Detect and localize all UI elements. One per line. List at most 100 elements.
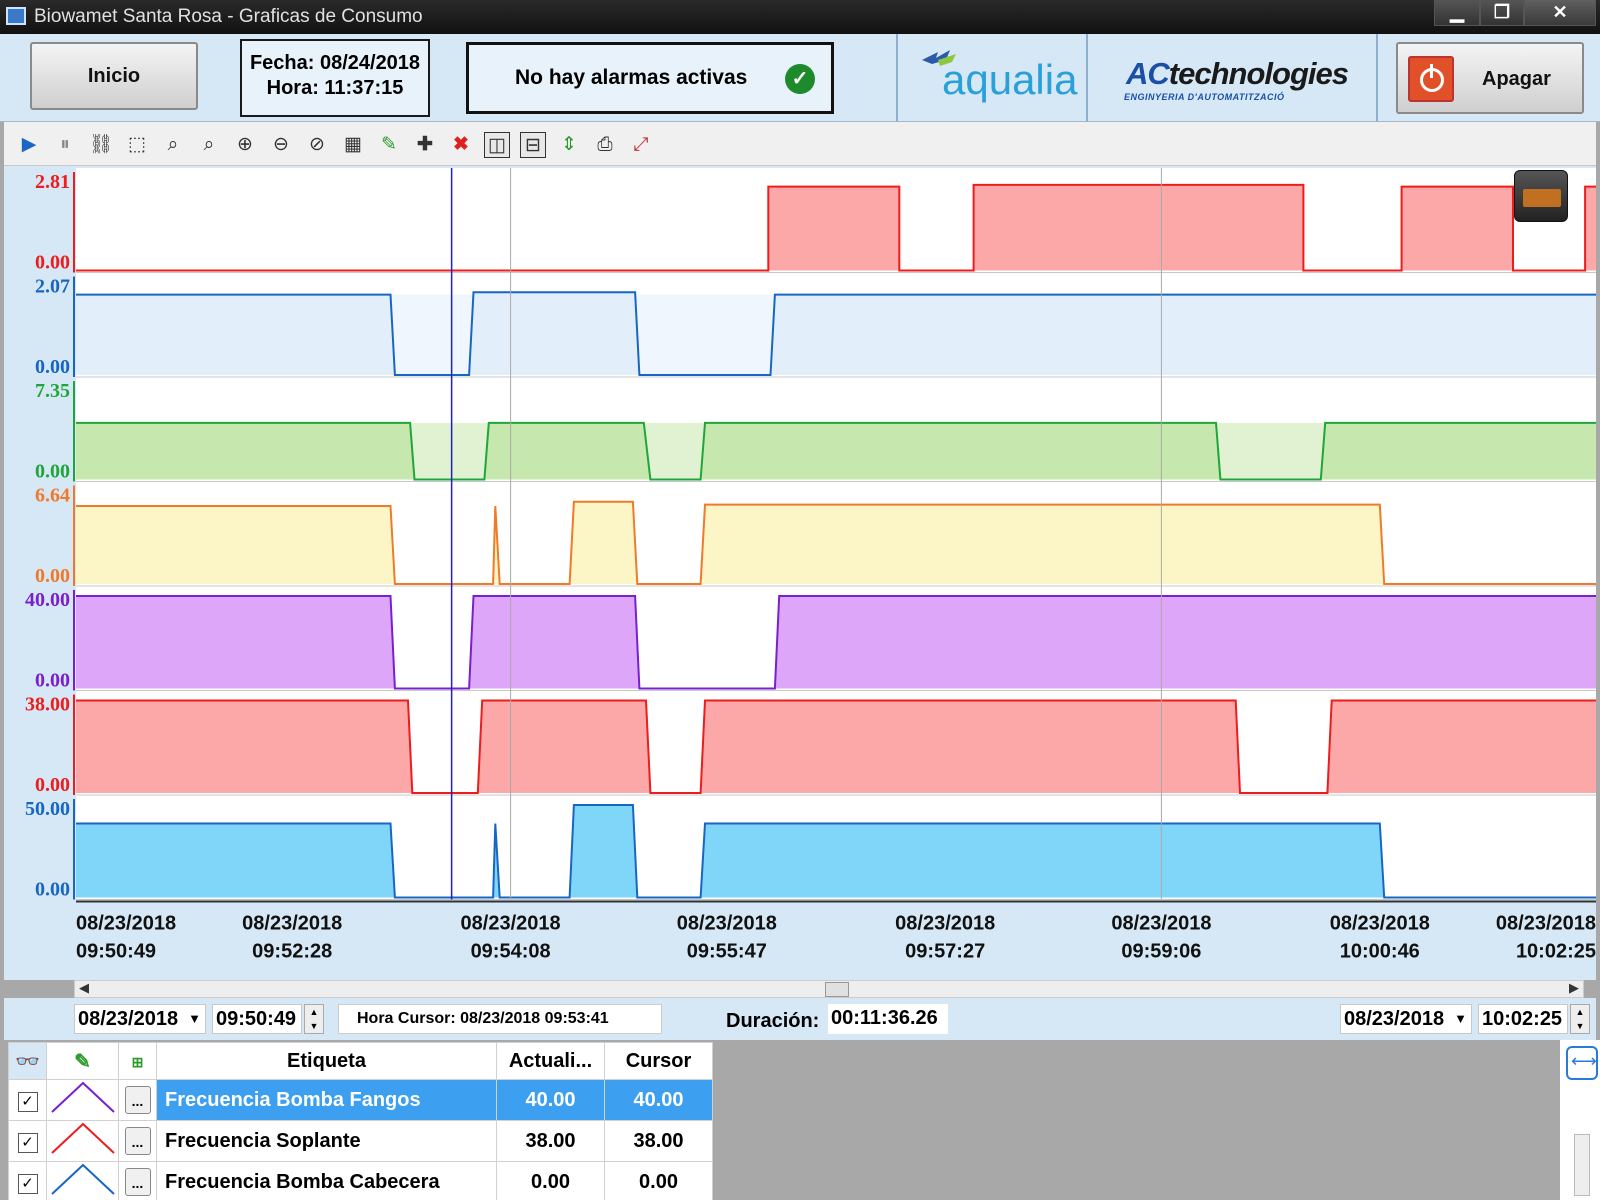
etiqueta-header[interactable]: Etiqueta — [156, 1042, 497, 1080]
y-min-label: 0.00 — [35, 774, 70, 796]
visibility-column-header[interactable]: 👓 — [8, 1042, 47, 1080]
y-max-label: 2.07 — [35, 276, 70, 298]
minimize-button[interactable]: ▁ — [1434, 0, 1480, 26]
chart-toolbar: ▶ ⏸ ⛓ ⬚ ⌕ ⌕ ⊕ ⊖ ⊘ ▦ ✎ ✚ ✖ ◫ ⊟ ⇕ ⎙ ⤢ — [4, 122, 1596, 166]
alarm-status: No hay alarmas activas ✓ — [466, 42, 834, 114]
split-x-icon[interactable]: ◫ — [484, 132, 510, 158]
close-button[interactable]: ✕ — [1524, 0, 1596, 26]
tag-label: Frecuencia Bomba Fangos — [156, 1079, 497, 1121]
end-date-picker[interactable]: 08/23/2018 ▼ — [1340, 1004, 1472, 1034]
actual-header[interactable]: Actuali... — [496, 1042, 605, 1080]
scroll-right-icon[interactable]: ▶ — [1569, 980, 1579, 995]
zoom-x-icon[interactable]: ⌕ — [167, 134, 179, 155]
row-options-button[interactable]: ... — [124, 1086, 151, 1114]
export-icon[interactable]: ⤢ — [633, 134, 649, 155]
tag-table-area: 👓 ✎ ⊞ Etiqueta Actuali... Cursor ✓ ... F… — [4, 1040, 1560, 1200]
add-icon[interactable]: ✚ — [417, 134, 433, 155]
split-y-icon[interactable]: ⊟ — [520, 132, 546, 158]
add-tag-icon[interactable]: ⊞ — [131, 1053, 144, 1070]
print-icon[interactable]: ⎙ — [597, 134, 613, 155]
series-area — [76, 805, 1596, 898]
teamviewer-icon[interactable] — [1566, 1046, 1598, 1080]
series-line — [76, 699, 1596, 794]
zoom-in-icon[interactable]: ⊕ — [237, 134, 253, 155]
table-row[interactable]: ✓ ... Frecuencia Soplante 38.00 38.00 — [8, 1120, 713, 1162]
x-tick-date: 08/23/2018 — [76, 913, 176, 935]
table-scrollbar[interactable] — [1574, 1134, 1590, 1196]
row-options-button[interactable]: ... — [124, 1127, 151, 1155]
row-checkbox[interactable]: ✓ — [17, 1132, 38, 1153]
link-icon[interactable]: ⛓ — [88, 134, 114, 155]
zoom-area-icon[interactable]: ⬚ — [128, 134, 146, 155]
scroll-thumb[interactable] — [825, 982, 849, 997]
duracion-label: Duración: — [726, 1010, 820, 1032]
fit-icon[interactable]: ⇕ — [561, 134, 577, 155]
delete-icon[interactable]: ✖ — [453, 134, 469, 155]
cursor-header[interactable]: Cursor — [604, 1042, 713, 1080]
time-scrollbar[interactable]: ◀ ▶ — [74, 980, 1584, 998]
pause-icon[interactable]: ⏸ — [60, 134, 70, 155]
chevron-down-icon[interactable]: ▼ — [1454, 1011, 1467, 1026]
glasses-icon: 👓 — [15, 1050, 40, 1073]
maximize-button[interactable]: ❐ — [1480, 0, 1524, 26]
line-style-icon[interactable] — [50, 1080, 116, 1114]
series-area — [76, 184, 1596, 271]
start-time-input[interactable]: 09:50:49 — [212, 1004, 302, 1034]
chevron-down-icon[interactable]: ▼ — [188, 1011, 201, 1026]
x-tick-time: 09:52:28 — [252, 941, 332, 963]
line-style-icon[interactable] — [50, 1162, 116, 1196]
x-tick-date: 08/23/2018 — [1330, 913, 1430, 935]
x-tick-time: 09:57:27 — [905, 941, 985, 963]
y-max-label: 38.00 — [25, 694, 70, 716]
apagar-button[interactable]: Apagar — [1396, 42, 1584, 114]
start-time-spinner[interactable]: ▲ ▼ — [304, 1004, 324, 1034]
trend-chart[interactable]: 2.810.002.070.007.350.006.640.0040.000.0… — [4, 166, 1596, 980]
series-area — [76, 700, 1596, 793]
end-time-input[interactable]: 10:02:25 — [1478, 1004, 1568, 1034]
power-icon — [1408, 56, 1454, 102]
x-tick-date: 08/23/2018 — [461, 913, 561, 935]
x-tick-date: 08/23/2018 — [895, 913, 995, 935]
divider — [896, 34, 898, 122]
x-tick-date: 08/23/2018 — [242, 913, 342, 935]
end-time-spinner[interactable]: ▲ ▼ — [1570, 1004, 1590, 1034]
zoom-y-icon[interactable]: ⌕ — [203, 134, 215, 155]
series-line — [76, 500, 1596, 585]
x-tick-date: 08/23/2018 — [1496, 913, 1596, 935]
y-max-label: 40.00 — [25, 589, 70, 611]
table-row[interactable]: ✓ ... Frecuencia Bomba Fangos 40.00 40.0… — [8, 1079, 713, 1121]
x-tick-time: 10:02:25 — [1516, 941, 1596, 963]
row-checkbox[interactable]: ✓ — [17, 1091, 38, 1112]
no-zoom-icon[interactable]: ⊘ — [309, 134, 325, 155]
row-options-button[interactable]: ... — [124, 1168, 151, 1196]
actechnologies-tagline: ENGINYERIA D'AUTOMATITZACIÓ — [1124, 92, 1285, 102]
cursor-value: 38.00 — [604, 1120, 713, 1162]
series-band — [76, 422, 1596, 480]
x-tick-time: 09:59:06 — [1121, 941, 1201, 963]
x-tick-time: 10:00:46 — [1340, 941, 1420, 963]
scroll-left-icon[interactable]: ◀ — [79, 980, 89, 995]
play-icon[interactable]: ▶ — [21, 134, 37, 155]
line-style-icon[interactable] — [50, 1121, 116, 1155]
start-date-picker[interactable]: 08/23/2018 ▼ — [74, 1004, 206, 1034]
app-icon — [6, 7, 26, 25]
table-row[interactable]: ✓ ... Frecuencia Bomba Cabecera 0.00 0.0… — [8, 1161, 713, 1200]
check-icon: ✓ — [785, 64, 815, 94]
options-column-header: ⊞ — [118, 1042, 157, 1080]
chart-area[interactable]: 2.81 0.00 2.07 0.00 7.35 0.00 6.64 0.00 40.00 0.0… — [4, 166, 1596, 980]
series-band — [76, 294, 1596, 375]
aqualia-wing-icon — [922, 50, 956, 66]
y-max-label: 6.64 — [35, 485, 70, 507]
keyboard-icon[interactable] — [1514, 170, 1568, 222]
pen-icon[interactable]: ✎ — [381, 134, 397, 155]
series-line — [76, 291, 1596, 376]
row-checkbox[interactable]: ✓ — [17, 1173, 38, 1194]
hora-text: Hora: 11:37:15 — [266, 77, 404, 99]
y-max-label: 50.00 — [25, 798, 70, 820]
pen-icon: ✎ — [74, 1050, 91, 1073]
zoom-out-icon[interactable]: ⊖ — [273, 134, 289, 155]
cursor-time-box: Hora Cursor: 08/23/2018 09:53:41 — [338, 1004, 662, 1034]
table-icon[interactable]: ▦ — [344, 134, 362, 155]
inicio-button[interactable]: Inicio — [30, 42, 198, 110]
header-panel: Inicio Fecha: 08/24/2018 Hora: 11:37:15 … — [0, 34, 1600, 122]
